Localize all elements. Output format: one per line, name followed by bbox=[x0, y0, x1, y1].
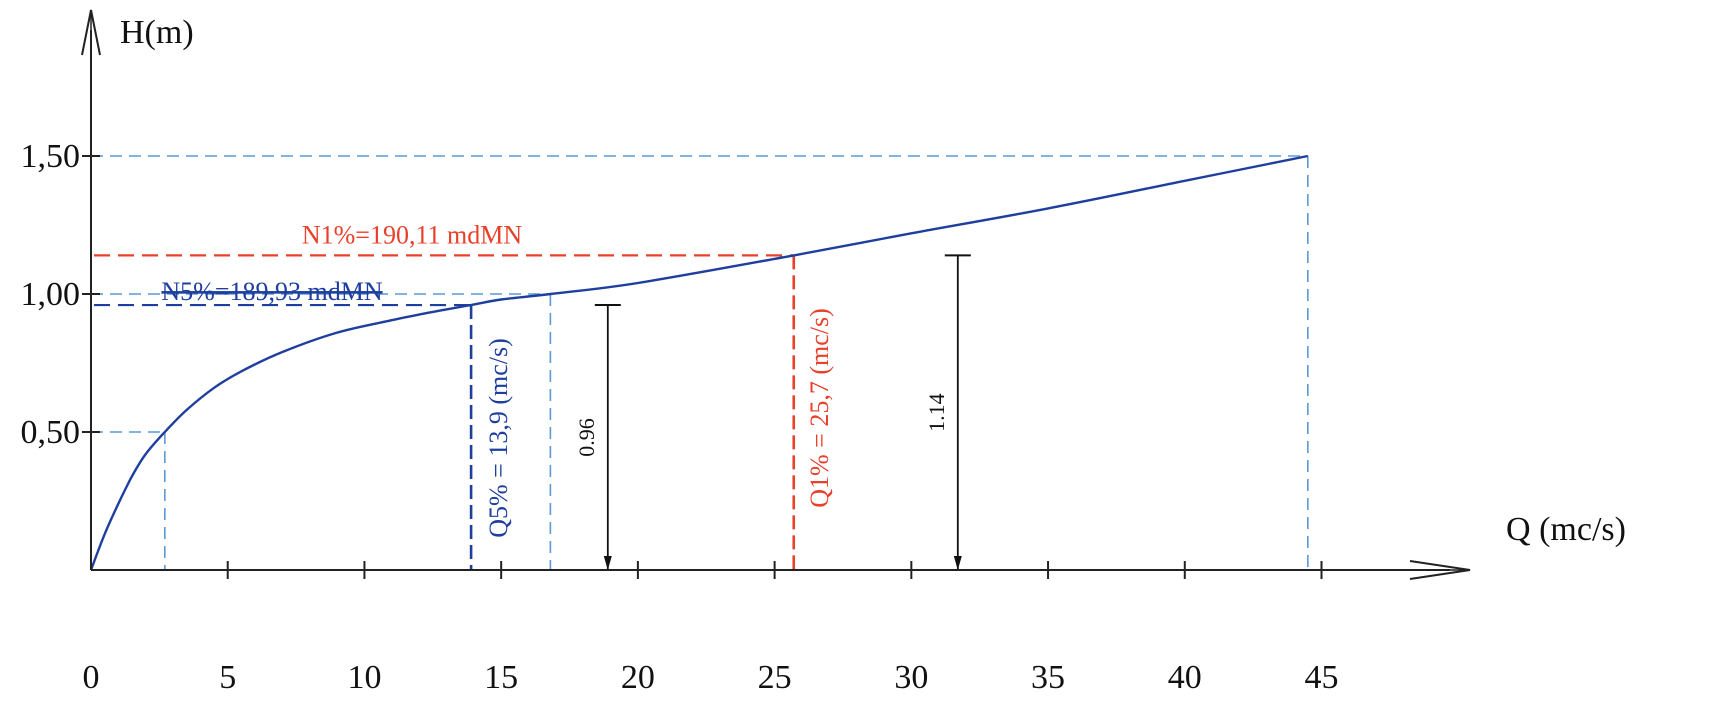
axes bbox=[81, 9, 1471, 580]
series-layer bbox=[89, 154, 1309, 571]
x-tick-label-7: 35 bbox=[1031, 659, 1065, 696]
x-tick-label-9: 45 bbox=[1305, 659, 1339, 696]
reference-lines bbox=[91, 155, 1309, 570]
dimension-lines bbox=[594, 254, 971, 570]
dimension-arrowhead-0 bbox=[603, 556, 612, 570]
x-tick-label-8: 40 bbox=[1168, 659, 1202, 696]
y-tick-label-0: 0,50 bbox=[21, 414, 81, 451]
x-tick-label-6: 30 bbox=[894, 659, 928, 696]
y-axis-title: H(m) bbox=[120, 14, 194, 51]
x-tick-label-0: 0 bbox=[83, 659, 100, 696]
dimension-arrowhead-1 bbox=[953, 556, 962, 570]
design-level-lines bbox=[94, 254, 796, 570]
x-axis-arrow bbox=[1409, 560, 1471, 580]
annotation-labels: 0.96 1.14 0 5 10 15 20 25 30 35 40 45 0,50 1,00 1,50 N5… bbox=[21, 138, 1339, 696]
x-tick-label-2: 10 bbox=[347, 659, 381, 696]
q5-discharge-label: Q5% = 13,9 (mc/s) bbox=[484, 338, 513, 538]
x-tick-label-1: 5 bbox=[219, 659, 236, 696]
x-axis-title: Q (mc/s) bbox=[1506, 511, 1626, 548]
x-tick-label-3: 15 bbox=[484, 659, 518, 696]
dimension-label-1: 1.14 bbox=[924, 393, 949, 432]
axis-ticks bbox=[82, 155, 1323, 579]
x-tick-label-4: 20 bbox=[621, 659, 655, 696]
q1-discharge-label: Q1% = 25,7 (mc/s) bbox=[805, 308, 834, 508]
n1-level-label: N1%=190,11 mdMN bbox=[302, 220, 522, 249]
y-tick-label-1: 1,00 bbox=[21, 276, 81, 313]
y-tick-label-2: 1,50 bbox=[21, 138, 81, 175]
x-tick-label-5: 25 bbox=[758, 659, 792, 696]
dimension-label-0: 0.96 bbox=[574, 418, 599, 457]
n5-level-label: N5%=189,93 mdMN bbox=[161, 277, 382, 306]
rating-curve-line-0 bbox=[89, 154, 1309, 571]
y-axis-arrow bbox=[81, 9, 101, 56]
